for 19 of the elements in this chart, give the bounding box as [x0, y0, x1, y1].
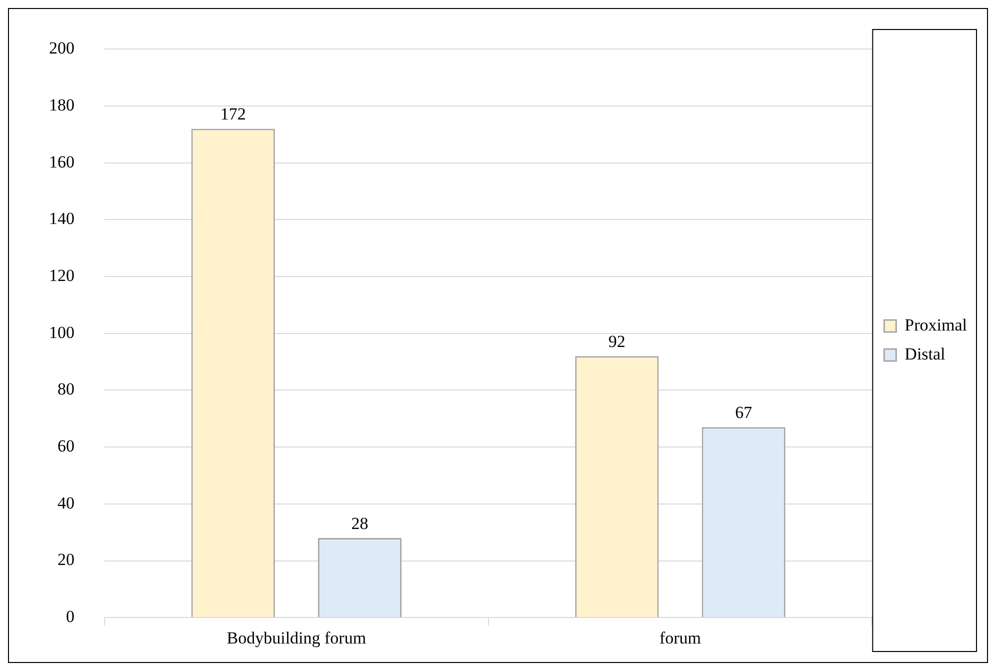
y-tick-label: 100 — [49, 322, 74, 342]
x-tick-label: forum — [659, 628, 702, 648]
data-label: 92 — [608, 332, 626, 352]
y-tick-label: 180 — [49, 96, 74, 115]
y-tick-label: 160 — [49, 152, 74, 172]
y-tick-label: 20 — [58, 550, 74, 570]
y-tick-label: 80 — [58, 380, 74, 399]
y-tick-label: 140 — [49, 209, 74, 228]
y-tick-label: 40 — [58, 493, 74, 512]
x-tick-label: Bodybuilding forum — [226, 628, 366, 648]
y-tick-label: 60 — [58, 436, 74, 456]
data-label: 172 — [220, 104, 246, 124]
legend-label: Distal — [904, 344, 946, 364]
y-tick-label: 0 — [66, 607, 74, 626]
legend-label: Proximal — [904, 315, 968, 334]
data-label: 67 — [735, 403, 753, 422]
y-tick-label: 200 — [49, 38, 74, 58]
data-label: 28 — [351, 514, 368, 533]
y-tick-label: 120 — [49, 266, 74, 286]
